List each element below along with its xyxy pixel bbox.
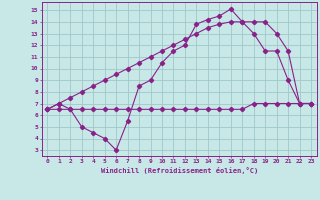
X-axis label: Windchill (Refroidissement éolien,°C): Windchill (Refroidissement éolien,°C) xyxy=(100,167,258,174)
